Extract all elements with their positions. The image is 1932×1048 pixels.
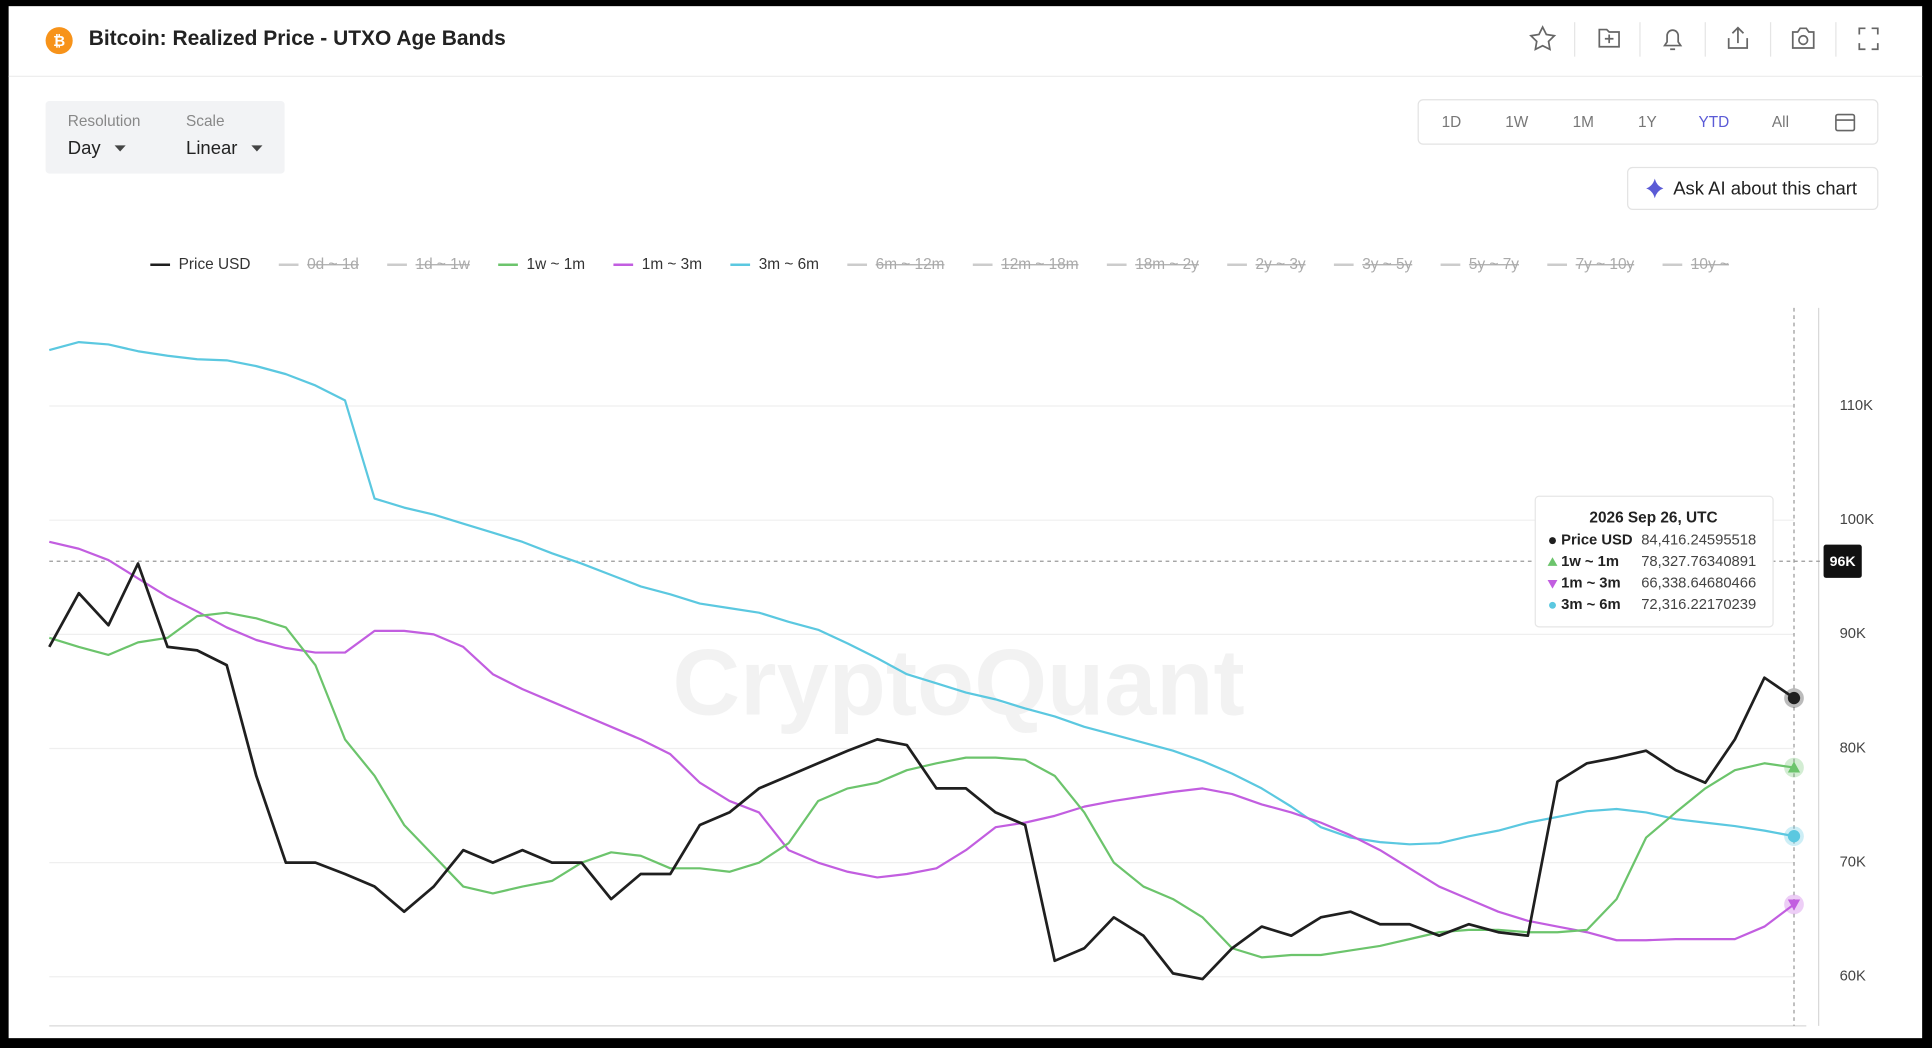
legend: Price USD 0d ~ 1d 1d ~ 1w 1w ~ 1m 1m ~ 3m 3m … (150, 256, 1729, 273)
dropdown-arrow (251, 145, 263, 152)
end-marker (1787, 691, 1801, 705)
tooltip-marker (1547, 580, 1558, 589)
series-line (49, 540, 1795, 942)
legend-entry[interactable]: Price USD (179, 256, 251, 273)
series-line (48, 341, 1795, 846)
scale-select[interactable]: Linear (186, 137, 237, 158)
range-buttons: 1D 1W 1M 1Y YTD All (1442, 114, 1789, 131)
y-tick-label: 100K (1840, 512, 1875, 528)
bitcoin-glyph: ₿ (53, 34, 65, 50)
controls-box (45, 100, 285, 174)
legend-entry[interactable]: 3m ~ 6m (759, 256, 819, 273)
calendar-button[interactable] (1835, 113, 1856, 132)
tooltip-series-name: Price USD (1561, 533, 1633, 549)
tooltip-value: 78,327.76340891 (1641, 554, 1756, 570)
share-button[interactable] (1727, 26, 1749, 49)
crosshair-label: 96K (1830, 554, 1857, 570)
y-tick-label: 70K (1840, 855, 1866, 871)
bitcoin-icon (45, 27, 73, 55)
legend-entry[interactable]: 1m ~ 3m (642, 256, 702, 273)
resolution-label: Resolution (68, 113, 141, 130)
y-tick-label: 60K (1840, 969, 1866, 985)
snapshot-lens (1798, 34, 1809, 46)
tooltip-box (1534, 495, 1774, 628)
fullscreen-button[interactable] (1858, 27, 1879, 51)
toolbar-icons (1529, 25, 1879, 51)
tooltip-date: 2026 Sep 26, UTC (1589, 510, 1717, 527)
tooltip-marker (1549, 601, 1556, 609)
watermark: CryptoQuant (673, 629, 1245, 734)
snapshot-button[interactable] (1791, 27, 1815, 49)
tooltip-marker (1549, 537, 1556, 545)
tooltip-series-name: 1m ~ 3m (1561, 576, 1621, 592)
tooltip-value: 84,416.24595518 (1641, 533, 1756, 549)
range-button[interactable]: 1D (1442, 114, 1462, 131)
end-marker (1787, 830, 1801, 843)
range-button[interactable]: All (1772, 114, 1789, 131)
tooltip-series-name: 1w ~ 1m (1561, 554, 1619, 570)
tooltip: 2026 Sep 26, UTC Price USD 84,416.2459551… (1534, 495, 1774, 628)
crosshair: 96K (49, 544, 1862, 578)
y-tick-label: 110K (1840, 398, 1874, 414)
y-tick-label: 80K (1840, 740, 1866, 756)
calendar-icon (1835, 113, 1856, 132)
tooltip-marker (1547, 557, 1558, 566)
tooltip-value: 66,338.64680466 (1641, 576, 1756, 592)
sparkle-icon (1646, 178, 1664, 199)
resolution-select[interactable]: Day (68, 137, 102, 158)
end-marker (1787, 761, 1801, 773)
range-button[interactable]: 1W (1505, 114, 1529, 131)
crosshair-label-box (1823, 544, 1862, 578)
alert-button[interactable] (1663, 29, 1683, 51)
end-markers (1784, 688, 1804, 915)
series-lines (48, 341, 1795, 981)
ask-ai-label: Ask AI about this chart (1673, 178, 1857, 199)
toolbar-separators (1574, 22, 1837, 57)
tooltip-series-name: 3m ~ 6m (1561, 597, 1621, 613)
chart-title: Bitcoin: Realized Price - UTXO Age Bands (89, 27, 506, 50)
range-button[interactable]: 1Y (1638, 114, 1657, 131)
range-button[interactable]: 1M (1573, 114, 1594, 131)
folder-button[interactable] (1598, 28, 1620, 48)
series-line (48, 562, 1795, 981)
legend-entry[interactable]: 1w ~ 1m (527, 256, 586, 273)
grid: 60K 70K 80K 90K 100K 110K (49, 398, 1874, 985)
ask-ai-button[interactable] (1627, 166, 1879, 210)
y-tick-label: 90K (1840, 626, 1866, 642)
favorite-button[interactable] (1529, 25, 1557, 51)
range-box (1417, 99, 1879, 145)
scale-label: Scale (186, 113, 224, 130)
range-button[interactable]: YTD (1699, 114, 1730, 131)
end-marker (1787, 899, 1801, 911)
tooltip-value: 72,316.22170239 (1641, 597, 1756, 613)
dropdown-arrow (114, 145, 126, 152)
